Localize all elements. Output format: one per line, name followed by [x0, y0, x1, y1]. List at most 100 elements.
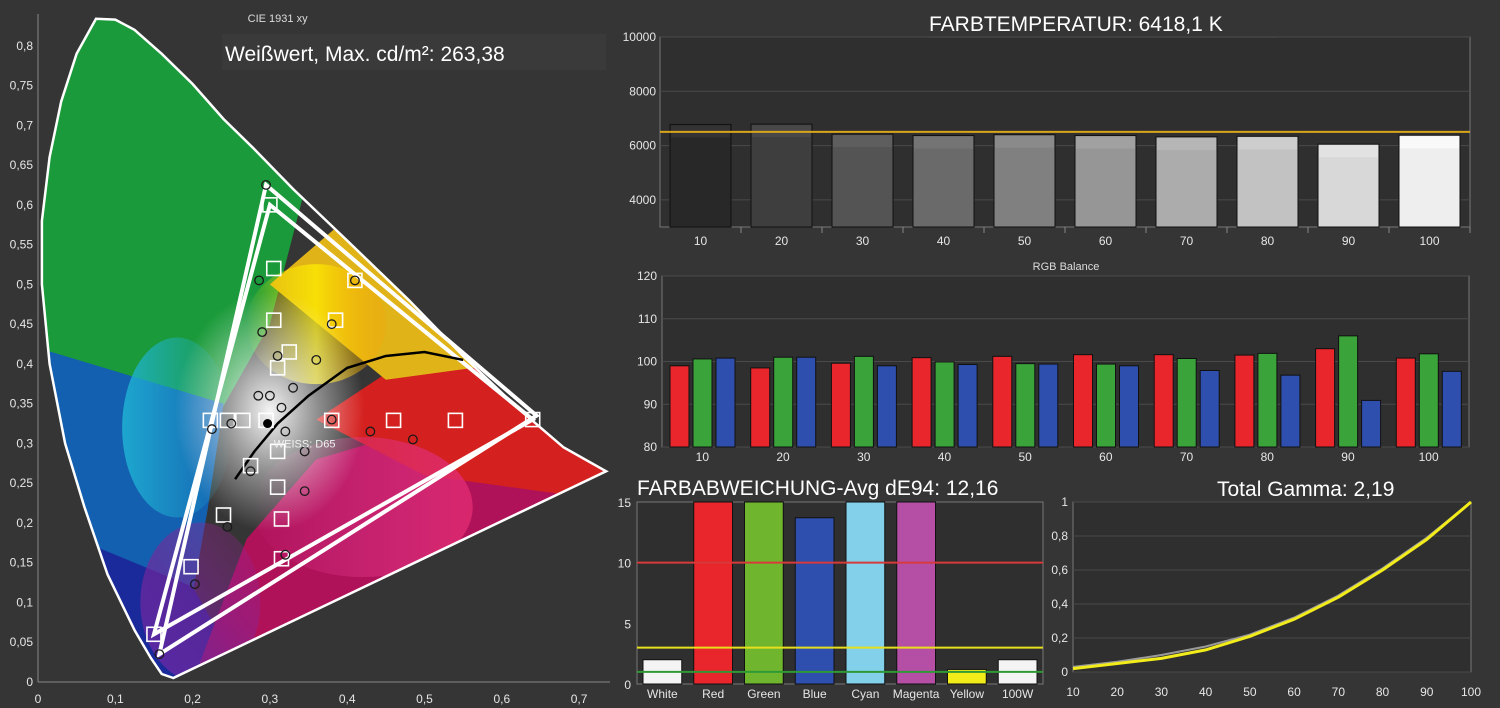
temp-bar [1155, 136, 1218, 228]
rgb-bar-green [1015, 363, 1036, 448]
gamma-x-tick: 40 [1199, 685, 1213, 699]
rgb-x-tick: 40 [938, 450, 952, 464]
rgb-x-tick: 80 [1261, 450, 1275, 464]
rgb-bar-green [934, 361, 955, 448]
rgb-bar-green [1338, 335, 1359, 448]
cie-measured-point [189, 579, 200, 590]
rgb-x-tick: 100 [1419, 450, 1439, 464]
cie-x-tick: 0,6 [493, 692, 510, 706]
gamma-y-tick: 0,2 [1051, 631, 1068, 645]
temp-bar [831, 133, 894, 228]
rgb-bar-red [750, 367, 771, 448]
cie-measured-point [261, 180, 271, 190]
gamma-x-tick: 100 [1461, 685, 1481, 699]
cie-x-tick: 0,5 [416, 692, 433, 706]
cie-x-tick: 0,4 [339, 692, 356, 706]
temp-bar-highlight [1157, 137, 1216, 150]
de-bar [744, 501, 784, 685]
rgb-bar-green [853, 355, 874, 448]
rgb-bar-red [1234, 354, 1255, 448]
rgb-bar-blue [876, 365, 897, 448]
rgb-bar-red [1315, 348, 1336, 448]
rgb-y-tick: 90 [644, 397, 658, 411]
color-temperature-panel: FARBTEMPERATUR: 6418,1 K 4000 6000 8000 1000… [623, 10, 1471, 248]
rgb-balance-panel: RGB Balance 80 90 100 110 120 10 20 30 40 50 60 70 80… [637, 261, 1470, 464]
rgb-bar-blue [1441, 370, 1462, 448]
cie-measured-point [154, 649, 165, 660]
cie-purple-glow [140, 522, 261, 679]
cie-x-tick: 0,3 [262, 692, 279, 706]
cie-y-tick: 0,55 [10, 238, 34, 252]
cie-y-tick: 0,65 [10, 158, 34, 172]
de-title: FARBABWEICHUNG-Avg dE94: 12,16 [637, 477, 998, 500]
rgb-bar-green [1176, 358, 1197, 448]
cie-measured-point [264, 390, 275, 401]
cie-measured-point [276, 402, 287, 413]
cie-measured-point [272, 351, 283, 361]
rgb-bar-red [830, 362, 851, 448]
temp-bar-highlight [995, 135, 1054, 148]
cie-annotation: Weißwert, Max. cd/m²: 263,38 [225, 43, 505, 66]
rgb-bar-blue [1280, 374, 1301, 448]
cie-measured-point [280, 549, 291, 560]
cie-target-marker [385, 412, 402, 429]
rgb-title: RGB Balance [1033, 261, 1100, 273]
cie-y-tick: 0,4 [16, 357, 33, 371]
cie-measured-point [407, 434, 418, 445]
cie-y-tick: 0,8 [16, 39, 33, 53]
cie-y-tick: 0,7 [16, 118, 33, 132]
cie-measured-point [288, 382, 299, 393]
temp-y-tick: 6000 [629, 139, 656, 153]
cie-x-tick: 0,7 [571, 692, 588, 706]
gamma-y-tick: 0,6 [1051, 563, 1068, 577]
cie-y-tick: 0,3 [16, 436, 33, 450]
cie-target-marker [146, 626, 162, 643]
rgb-bar-green [692, 358, 713, 448]
de-bar [794, 517, 835, 685]
gamma-y-tick: 1 [1061, 495, 1068, 509]
rgb-bar-blue [1119, 365, 1139, 448]
temp-bar [1236, 135, 1299, 228]
rgb-x-tick: 10 [696, 450, 710, 464]
rgb-x-tick: 20 [776, 450, 790, 464]
de-y-tick: 15 [618, 496, 632, 510]
rgb-bar-blue [715, 357, 736, 448]
cie-y-tick: 0 [26, 675, 33, 689]
temp-y-tick: 10000 [623, 30, 657, 44]
cie-y-tick: 0,35 [10, 397, 34, 411]
cie-y-tick: 0,25 [10, 476, 34, 490]
de-x-tick: White [647, 687, 678, 701]
temp-x-tick: 80 [1261, 234, 1275, 248]
temp-bar [750, 123, 813, 228]
temp-x-tick: 50 [1018, 234, 1032, 248]
cie-measured-point [299, 446, 310, 457]
cie-target-marker [524, 411, 541, 428]
cie-y-tick: 0,05 [10, 635, 34, 649]
de-bar [896, 501, 936, 685]
gamma-title: Total Gamma: 2,19 [1217, 478, 1394, 501]
temp-bar-highlight [914, 136, 973, 149]
cie-y-tick: 0,45 [10, 317, 34, 331]
cie-measured-point [222, 521, 233, 532]
rgb-bar-red [669, 365, 690, 448]
cie-y-tick: 0,75 [10, 79, 34, 93]
temp-x-tick: 30 [856, 234, 870, 248]
cie-target-marker [269, 479, 286, 495]
cie-target-marker [347, 272, 363, 289]
cie-measured-point [206, 424, 217, 435]
temp-bar-highlight [833, 135, 892, 148]
cie-y-tick: 0,15 [10, 556, 34, 570]
cie-white-glow [174, 291, 365, 532]
rgb-bar-blue [957, 363, 978, 448]
cie-measured-point [280, 426, 291, 437]
cie-target-marker [273, 511, 290, 527]
temp-title: FARBTEMPERATUR: 6418,1 K [929, 13, 1223, 36]
rgb-x-tick: 70 [1180, 450, 1194, 464]
temp-bar [669, 123, 732, 228]
gamma-x-tick: 50 [1243, 685, 1257, 699]
cie-measured-point [253, 390, 264, 401]
cie-title: CIE 1931 xy [248, 13, 308, 25]
temp-bar [1317, 143, 1380, 228]
gamma-x-tick: 30 [1155, 685, 1169, 699]
